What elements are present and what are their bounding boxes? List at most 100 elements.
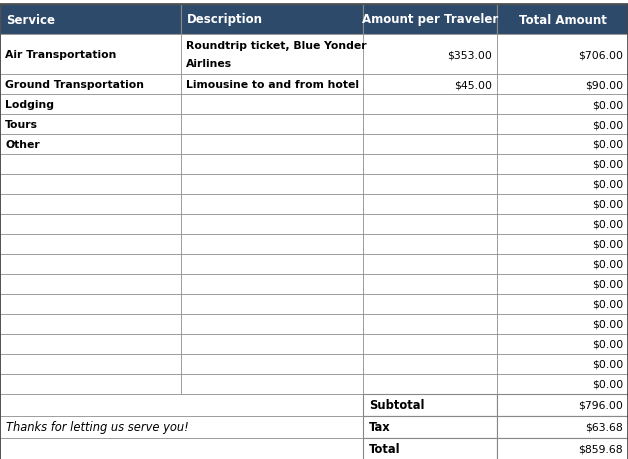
Bar xyxy=(181,174,363,195)
Text: $90.00: $90.00 xyxy=(585,80,623,90)
Bar xyxy=(363,75,497,95)
Text: Roundtrip ticket, Blue Yonder: Roundtrip ticket, Blue Yonder xyxy=(186,41,367,51)
Bar xyxy=(181,254,363,274)
Bar xyxy=(497,174,628,195)
Bar xyxy=(181,274,363,294)
Bar xyxy=(181,195,363,214)
Bar xyxy=(0,416,363,438)
Bar xyxy=(363,235,497,254)
Bar xyxy=(363,5,497,35)
Bar xyxy=(363,334,497,354)
Bar xyxy=(0,134,181,155)
Text: $0.00: $0.00 xyxy=(592,359,623,369)
Bar xyxy=(181,5,363,35)
Text: Tours: Tours xyxy=(5,120,38,130)
Bar xyxy=(497,95,628,115)
Bar xyxy=(181,314,363,334)
Bar xyxy=(0,334,181,354)
Text: Description: Description xyxy=(187,13,263,27)
Bar xyxy=(497,195,628,214)
Text: $0.00: $0.00 xyxy=(592,280,623,289)
Text: Amount per Traveler: Amount per Traveler xyxy=(362,13,498,27)
Bar xyxy=(0,195,181,214)
Bar xyxy=(363,438,497,459)
Bar xyxy=(181,214,363,235)
Text: $0.00: $0.00 xyxy=(592,179,623,190)
Bar xyxy=(497,115,628,134)
Bar xyxy=(363,374,497,394)
Bar xyxy=(0,35,181,75)
Bar xyxy=(497,235,628,254)
Bar xyxy=(497,416,628,438)
Text: $63.68: $63.68 xyxy=(585,422,623,432)
Bar xyxy=(363,95,497,115)
Bar xyxy=(181,294,363,314)
Bar xyxy=(497,294,628,314)
Bar xyxy=(0,394,363,416)
Text: $0.00: $0.00 xyxy=(592,319,623,329)
Bar xyxy=(363,354,497,374)
Text: Thanks for letting us serve you!: Thanks for letting us serve you! xyxy=(6,420,189,434)
Text: $706.00: $706.00 xyxy=(578,50,623,60)
Bar xyxy=(0,274,181,294)
Text: Other: Other xyxy=(5,140,40,150)
Text: $0.00: $0.00 xyxy=(592,140,623,150)
Bar xyxy=(363,214,497,235)
Bar xyxy=(363,195,497,214)
Bar xyxy=(363,35,497,75)
Text: $0.00: $0.00 xyxy=(592,120,623,130)
Bar xyxy=(363,294,497,314)
Bar xyxy=(181,134,363,155)
Text: Ground Transportation: Ground Transportation xyxy=(5,80,144,90)
Text: Airlines: Airlines xyxy=(186,59,232,69)
Text: Limousine to and from hotel: Limousine to and from hotel xyxy=(186,80,359,90)
Bar xyxy=(363,134,497,155)
Bar xyxy=(497,274,628,294)
Bar xyxy=(181,95,363,115)
Bar xyxy=(363,274,497,294)
Text: Total Amount: Total Amount xyxy=(519,13,607,27)
Text: $353.00: $353.00 xyxy=(447,50,492,60)
Text: Lodging: Lodging xyxy=(5,100,54,110)
Bar xyxy=(497,5,628,35)
Bar xyxy=(0,75,181,95)
Text: Tax: Tax xyxy=(369,420,391,434)
Bar xyxy=(363,254,497,274)
Bar xyxy=(181,334,363,354)
Bar xyxy=(497,394,628,416)
Bar xyxy=(0,314,181,334)
Bar xyxy=(363,416,497,438)
Bar xyxy=(0,174,181,195)
Text: $0.00: $0.00 xyxy=(592,160,623,170)
Bar xyxy=(497,374,628,394)
Text: Service: Service xyxy=(6,13,55,27)
Bar xyxy=(0,294,181,314)
Bar xyxy=(0,354,181,374)
Text: $0.00: $0.00 xyxy=(592,240,623,249)
Bar xyxy=(181,35,363,75)
Bar xyxy=(0,5,181,35)
Bar xyxy=(181,374,363,394)
Bar xyxy=(363,314,497,334)
Text: Subtotal: Subtotal xyxy=(369,398,425,412)
Text: $0.00: $0.00 xyxy=(592,100,623,110)
Text: $796.00: $796.00 xyxy=(578,400,623,410)
Bar xyxy=(497,254,628,274)
Bar xyxy=(0,214,181,235)
Text: $0.00: $0.00 xyxy=(592,379,623,389)
Text: $0.00: $0.00 xyxy=(592,259,623,269)
Text: $45.00: $45.00 xyxy=(454,80,492,90)
Bar xyxy=(497,354,628,374)
Bar xyxy=(363,155,497,174)
Bar xyxy=(0,374,181,394)
Bar xyxy=(497,35,628,75)
Text: $0.00: $0.00 xyxy=(592,219,623,230)
Bar xyxy=(363,115,497,134)
Bar xyxy=(497,75,628,95)
Text: $0.00: $0.00 xyxy=(592,339,623,349)
Bar xyxy=(497,214,628,235)
Bar xyxy=(497,438,628,459)
Bar xyxy=(181,155,363,174)
Bar xyxy=(0,235,181,254)
Text: $859.68: $859.68 xyxy=(578,444,623,454)
